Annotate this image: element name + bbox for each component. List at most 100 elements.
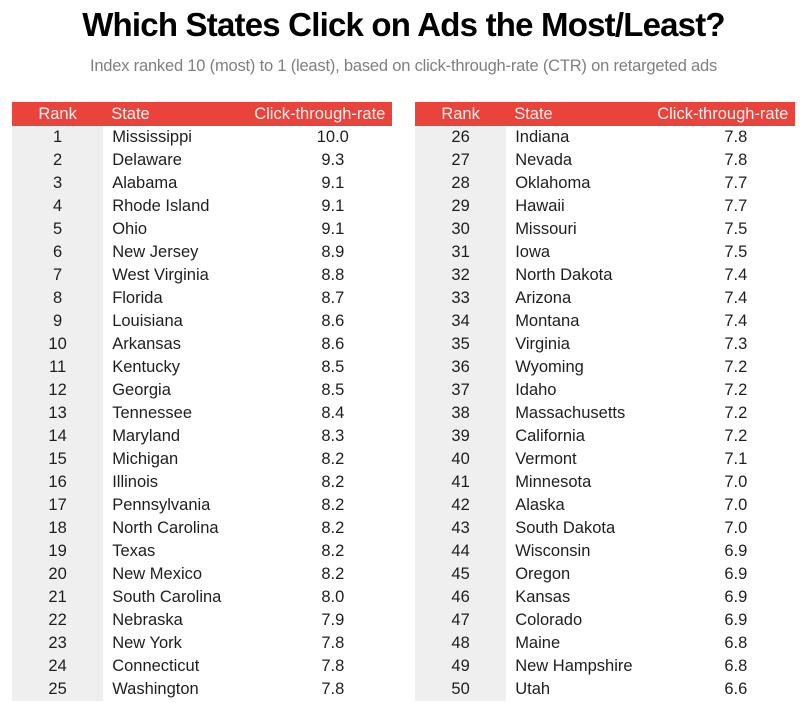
rank-cell: 45: [415, 563, 507, 586]
state-cell: Vermont: [515, 450, 577, 468]
ctr-cell: 7.0: [724, 473, 748, 491]
ctr-cell: 7.9: [321, 611, 345, 629]
rank-column-header: Rank: [12, 102, 104, 126]
ctr-cell: 8.0: [321, 588, 345, 606]
ctr-cell: 7.8: [724, 151, 748, 169]
table-row: 6 New Jersey 8.9: [12, 241, 392, 264]
ranking-table-right: Rank State Click-through-rate 26 Indiana…: [415, 102, 795, 701]
state-cell: Florida: [112, 289, 163, 307]
table-body-ranks-26-50: 26 Indiana 7.8 27 Nevada 7.8 28 Oklahoma…: [415, 126, 795, 701]
state-cell: Maryland: [112, 427, 181, 445]
state-cell: Oklahoma: [515, 174, 591, 192]
table-row: 9 Louisiana 8.6: [12, 310, 392, 333]
table-header-row: Rank State Click-through-rate: [415, 102, 795, 126]
ctr-cell: 7.0: [724, 496, 748, 514]
ctr-cell: 9.1: [321, 174, 345, 192]
state-cell: Pennsylvania: [112, 496, 211, 514]
table-row: 43 South Dakota 7.0: [415, 517, 795, 540]
state-cell: Minnesota: [515, 473, 592, 491]
state-cell: Washington: [112, 680, 199, 698]
ctr-cell: 7.7: [724, 197, 748, 215]
rank-cell: 5: [12, 218, 104, 241]
table-row: 1 Mississippi 10.0: [12, 126, 392, 149]
table-row: 10 Arkansas 8.6: [12, 333, 392, 356]
ctr-cell: 7.8: [321, 634, 345, 652]
ctr-cell: 8.2: [321, 496, 345, 514]
rank-cell: 2: [12, 149, 104, 172]
ctr-cell: 7.2: [724, 358, 748, 376]
state-cell: Louisiana: [112, 312, 183, 330]
state-cell: Nevada: [515, 151, 573, 169]
table-row: 30 Missouri 7.5: [415, 218, 795, 241]
table-row: 23 New York 7.8: [12, 632, 392, 655]
ctr-cell: 9.1: [321, 220, 345, 238]
state-cell: Montana: [515, 312, 580, 330]
ctr-cell: 7.7: [724, 174, 748, 192]
table-row: 46 Kansas 6.9: [415, 586, 795, 609]
table-header-row: Rank State Click-through-rate: [12, 102, 392, 126]
state-cell: Missouri: [515, 220, 577, 238]
table-row: 26 Indiana 7.8: [415, 126, 795, 149]
rank-cell: 49: [415, 655, 507, 678]
rank-cell: 26: [415, 126, 507, 149]
ctr-cell: 8.4: [321, 404, 345, 422]
table-row: 16 Illinois 8.2: [12, 471, 392, 494]
table-row: 15 Michigan 8.2: [12, 448, 392, 471]
rank-cell: 20: [12, 563, 104, 586]
ctr-cell: 7.5: [724, 220, 748, 238]
table-row: 29 Hawaii 7.7: [415, 195, 795, 218]
ctr-cell: 8.5: [321, 381, 345, 399]
rank-cell: 32: [415, 264, 507, 287]
ctr-cell: 8.2: [321, 519, 345, 537]
rank-cell: 3: [12, 172, 104, 195]
state-cell: Virginia: [515, 335, 570, 353]
ctr-cell: 7.1: [724, 450, 748, 468]
table-row: 35 Virginia 7.3: [415, 333, 795, 356]
table-row: 32 North Dakota 7.4: [415, 264, 795, 287]
ctr-cell: 10.0: [316, 128, 349, 146]
state-cell: Rhode Island: [112, 197, 210, 215]
rank-cell: 25: [12, 678, 104, 701]
state-cell: Tennessee: [112, 404, 192, 422]
ctr-cell: 7.2: [724, 381, 748, 399]
ctr-cell: 7.0: [724, 519, 748, 537]
table-row: 22 Nebraska 7.9: [12, 609, 392, 632]
ctr-cell: 7.2: [724, 404, 748, 422]
state-cell: New York: [112, 634, 182, 652]
table-row: 38 Massachusetts 7.2: [415, 402, 795, 425]
rank-cell: 44: [415, 540, 507, 563]
rank-cell: 29: [415, 195, 507, 218]
ctr-cell: 9.3: [321, 151, 345, 169]
state-cell: Hawaii: [515, 197, 565, 215]
rank-cell: 17: [12, 494, 104, 517]
page-title: Which States Click on Ads the Most/Least…: [82, 6, 725, 43]
state-cell: Arkansas: [112, 335, 181, 353]
ctr-cell: 7.3: [724, 335, 748, 353]
rank-cell: 34: [415, 310, 507, 333]
rank-cell: 28: [415, 172, 507, 195]
state-cell: Wyoming: [515, 358, 584, 376]
rank-cell: 8: [12, 287, 104, 310]
table-row: 8 Florida 8.7: [12, 287, 392, 310]
table-row: 12 Georgia 8.5: [12, 379, 392, 402]
ctr-cell: 6.8: [724, 634, 748, 652]
rank-cell: 24: [12, 655, 104, 678]
state-cell: Maine: [515, 634, 561, 652]
table-row: 44 Wisconsin 6.9: [415, 540, 795, 563]
rank-cell: 14: [12, 425, 104, 448]
rank-cell: 1: [12, 126, 104, 149]
rank-cell: 50: [415, 678, 507, 701]
ctr-cell: 7.4: [724, 266, 748, 284]
state-cell: West Virginia: [112, 266, 209, 284]
state-cell: North Carolina: [112, 519, 219, 537]
table-row: 28 Oklahoma 7.7: [415, 172, 795, 195]
state-cell: Arizona: [515, 289, 572, 307]
state-cell: South Dakota: [515, 519, 616, 537]
table-row: 4 Rhode Island 9.1: [12, 195, 392, 218]
state-cell: Illinois: [112, 473, 159, 491]
rank-column-header: Rank: [415, 102, 507, 126]
table-row: 50 Utah 6.6: [415, 678, 795, 701]
state-cell: Alaska: [515, 496, 565, 514]
rank-cell: 13: [12, 402, 104, 425]
ctr-cell: 8.2: [321, 450, 345, 468]
